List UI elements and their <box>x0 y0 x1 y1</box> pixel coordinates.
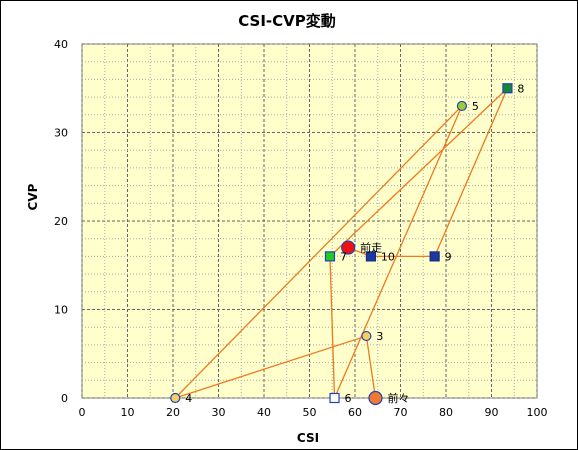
y-tick-label: 30 <box>54 127 68 140</box>
x-axis-label: CSI <box>297 431 319 445</box>
x-tick-label: 0 <box>79 406 86 419</box>
tick-labels: 0 10 20 30 40 50 60 70 80 90 100 0 10 20 30 40 <box>54 38 548 419</box>
x-tick-label: 50 <box>303 406 317 419</box>
data-point <box>329 392 340 404</box>
x-tick-label: 70 <box>394 406 408 419</box>
x-tick-label: 30 <box>212 406 226 419</box>
x-tick-label: 20 <box>166 406 180 419</box>
data-point <box>361 330 372 342</box>
data-point <box>456 100 468 112</box>
data-point <box>170 392 181 404</box>
x-tick-label: 90 <box>485 406 499 419</box>
point-label: 4 <box>185 392 192 405</box>
data-point <box>341 240 356 255</box>
data-points <box>170 83 513 406</box>
point-label: 7 <box>340 250 347 263</box>
connecting-lines <box>174 87 509 399</box>
data-point <box>365 251 377 262</box>
point-label: 5 <box>472 100 479 113</box>
point-label: 10 <box>381 250 395 263</box>
point-label: 3 <box>376 330 383 343</box>
data-point <box>368 390 383 406</box>
data-point <box>429 251 440 262</box>
grid-lines <box>81 43 538 399</box>
x-tick-label: 60 <box>348 406 362 419</box>
series-line <box>174 87 509 399</box>
x-tick-label: 10 <box>121 406 135 419</box>
y-axis-label: CVP <box>26 183 40 210</box>
point-label: 前走 <box>360 241 382 255</box>
y-tick-label: 0 <box>61 392 68 405</box>
data-point <box>324 251 336 262</box>
y-tick-label: 40 <box>54 38 68 51</box>
point-label: 6 <box>345 392 352 405</box>
x-tick-label: 100 <box>527 406 548 419</box>
y-tick-label: 20 <box>54 215 68 228</box>
chart-title: CSI-CVP変動 <box>238 12 336 30</box>
point-label: 前々 <box>387 391 409 405</box>
point-label: 8 <box>517 82 524 95</box>
x-tick-label: 40 <box>257 406 271 419</box>
point-label: 9 <box>445 250 452 263</box>
x-tick-label: 80 <box>439 406 453 419</box>
y-tick-label: 10 <box>54 304 68 317</box>
data-point <box>502 83 513 94</box>
